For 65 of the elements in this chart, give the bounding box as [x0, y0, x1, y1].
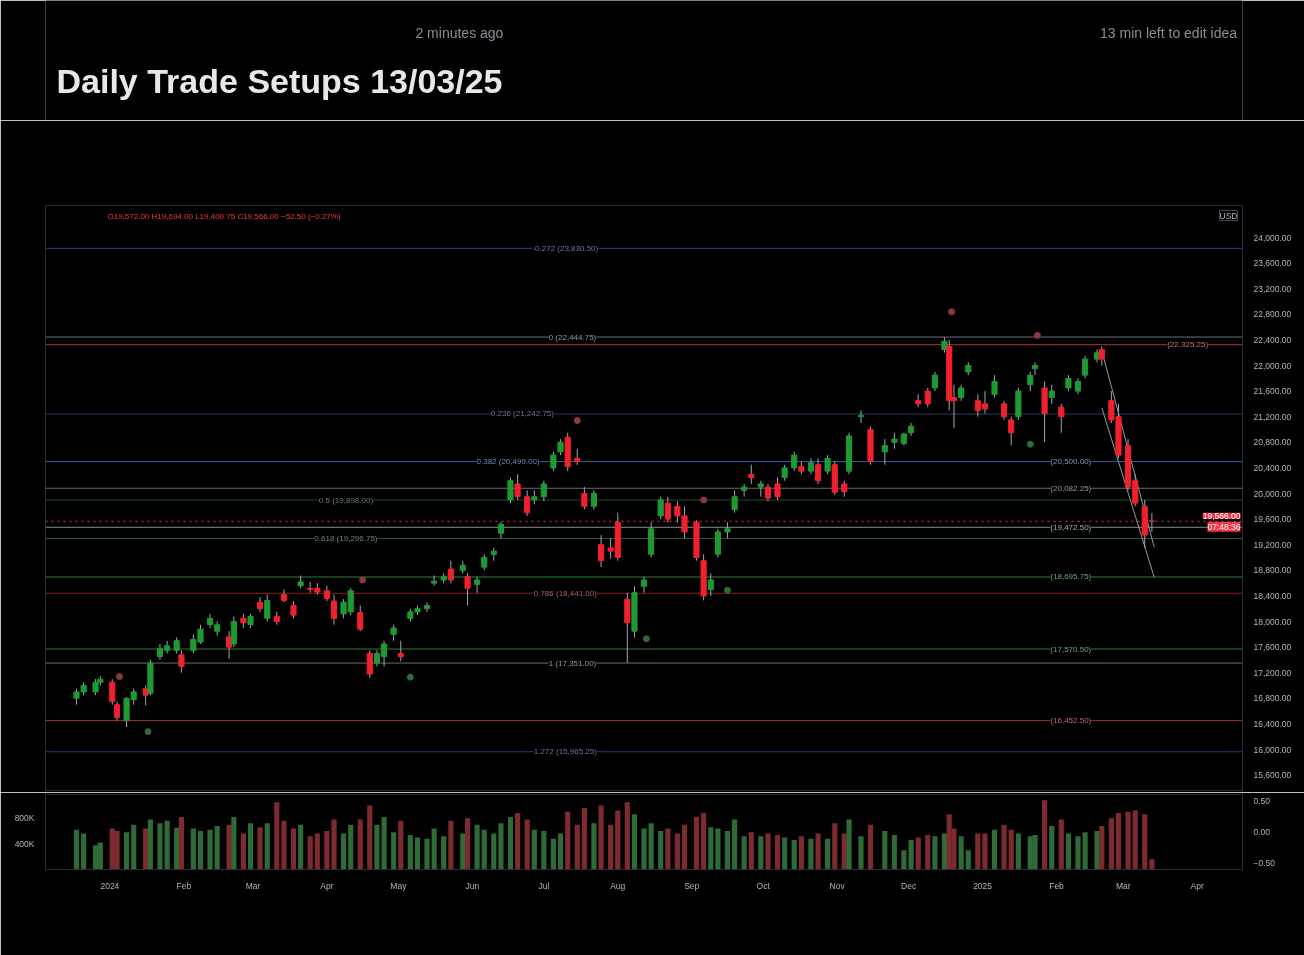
y-tick-label: 21,200.00: [1253, 411, 1292, 422]
annotation: 1 (17,351.00): [548, 658, 597, 668]
y-tick-label: 19,600.00: [1253, 514, 1292, 525]
y2-tick-label: 0.50: [1253, 795, 1271, 806]
annotation: 0.236 (21,242.75): [490, 409, 555, 419]
y-tick-label: 24,000.00: [1253, 232, 1292, 243]
x-tick-label: Feb: [1049, 880, 1065, 891]
y-axis-title: USD: [1219, 210, 1238, 221]
ref-line-label: 19,566.00 07:48:36: [1202, 510, 1241, 532]
y-tick-label: 800K: [14, 813, 35, 824]
x-tick-label: Jul: [538, 880, 550, 891]
y-tick-label: 20,800.00: [1253, 437, 1292, 448]
y-tick-label: 16,000.00: [1253, 744, 1292, 755]
annotation: O19,572.00 H19,694.00 L19,400.75 C19,566.00 −52.50 (−0.27%): [107, 211, 341, 221]
x-tick-label: Jun: [465, 880, 480, 891]
x-tick-label: Dec: [901, 880, 917, 891]
annotation: 0 (22,444.75): [548, 332, 597, 342]
x-tick-label: Oct: [756, 880, 771, 891]
y-tick-label: 17,200.00: [1253, 667, 1292, 678]
y2-tick-label: 0.00: [1253, 827, 1271, 837]
annotation: 1.272 (15,965.25): [533, 747, 598, 757]
y-tick-label: 18,800.00: [1253, 565, 1292, 576]
y-tick-label: 16,800.00: [1253, 693, 1292, 704]
y-tick-label: 15,600.00: [1253, 770, 1292, 781]
annotation: 0.618 (19,296.75): [314, 534, 378, 544]
y-tick-label: 21,600.00: [1253, 386, 1292, 397]
y-tick-label: 20,000.00: [1253, 488, 1292, 499]
y-tick-label: 20,400.00: [1253, 462, 1292, 473]
annotation: (22,325.25): [1167, 340, 1209, 350]
text: 2 minutes ago: [415, 24, 504, 41]
y-tick-label: 400K: [14, 838, 35, 849]
y-tick-label: 16,400.00: [1253, 718, 1292, 729]
annotation: (16,452.50): [1050, 716, 1092, 726]
x-tick-label: 2024: [100, 880, 120, 891]
x-tick-label: Apr: [1190, 880, 1204, 891]
y-tick-label: 17,600.00: [1253, 642, 1292, 653]
annotation: (20,500.00): [1050, 457, 1092, 467]
x-tick-label: May: [390, 880, 408, 891]
y-tick-label: 18,400.00: [1253, 590, 1292, 601]
x-tick-label: Mar: [245, 880, 261, 891]
annotation: (17,570.50): [1050, 644, 1092, 654]
y-tick-label: 22,400.00: [1253, 334, 1292, 345]
y-tick-label: 22,000.00: [1253, 360, 1292, 371]
annotation: 0.382 (20,499.00): [476, 457, 540, 467]
chart-title: Daily Trade Setups 13/03/25: [56, 61, 503, 100]
annotation: 0.5 (19,898.00): [318, 495, 374, 505]
annotation: (20,082.25): [1050, 483, 1092, 493]
annotation: 0.786 (18,441.00): [533, 588, 598, 598]
annotation: (18,695.75): [1050, 572, 1092, 582]
annotation: -0.272 (23,830.50): [532, 243, 599, 253]
y-tick-label: 23,200.00: [1253, 283, 1292, 294]
y-tick-label: 19,200.00: [1253, 539, 1292, 550]
x-tick-label: Nov: [829, 880, 846, 891]
x-tick-label: Mar: [1115, 880, 1131, 891]
y-tick-label: 22,800.00: [1253, 309, 1292, 320]
text: 13 min left to edit idea: [1100, 24, 1238, 41]
x-tick-label: Sep: [684, 880, 700, 891]
x-tick-label: Aug: [610, 880, 626, 891]
x-tick-label: 2025: [973, 880, 993, 891]
y-tick-label: 18,000.00: [1253, 616, 1292, 627]
y-tick-label: 23,600.00: [1253, 258, 1292, 269]
x-tick-label: Feb: [176, 880, 192, 891]
annotation: (19,472.50): [1050, 522, 1092, 532]
y2-tick-label: −0.50: [1253, 858, 1276, 869]
x-tick-label: Apr: [320, 880, 334, 891]
